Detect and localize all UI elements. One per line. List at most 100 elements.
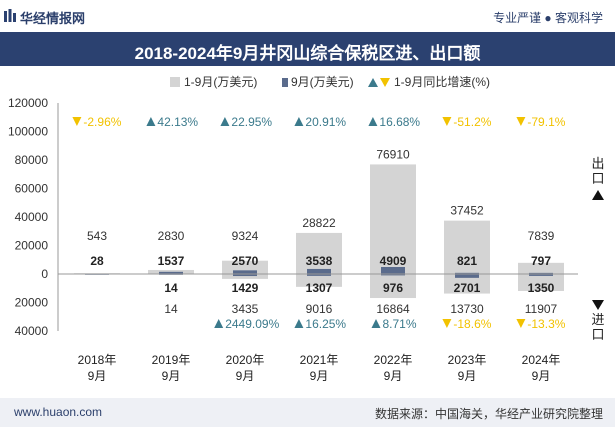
import-cumulative-value-label: 16864 <box>376 302 410 316</box>
export-cumulative-value-label: 543 <box>87 229 107 243</box>
export-growth-label: 16.68% <box>379 115 420 129</box>
x-category-label: 2020年 <box>226 353 265 367</box>
brand-name: 华经情报网 <box>20 8 85 27</box>
export-cumulative-value-label: 7839 <box>528 229 555 243</box>
data-source: 数据来源：中国海关，华经产业研究院整理 <box>375 405 603 422</box>
import-growth-down-triangle-icon <box>516 319 525 328</box>
x-category-label: 9月 <box>532 369 551 383</box>
legend-swatch-month <box>282 78 288 87</box>
export-growth-up-triangle-icon <box>146 117 155 126</box>
import-down-arrow-icon <box>592 300 604 310</box>
import-growth-up-triangle-icon <box>214 319 223 328</box>
export-month-value-label: 1537 <box>158 254 185 268</box>
export-month-value-label: 821 <box>457 254 477 268</box>
legend-label-growth: 1-9月同比增速(%) <box>394 75 490 89</box>
y-tick-label: 20000 <box>15 239 49 253</box>
legend-swatch-cumulative <box>170 77 180 87</box>
x-category-label: 2024年 <box>522 353 561 367</box>
export-growth-label: -2.96% <box>83 115 121 129</box>
x-category-label: 9月 <box>162 369 181 383</box>
export-growth-up-triangle-icon <box>368 117 377 126</box>
import-cumulative-value-label: 14 <box>164 302 178 316</box>
import-growth-label: 2449.09% <box>225 317 279 331</box>
export-growth-label: 42.13% <box>157 115 198 129</box>
export-growth-up-triangle-icon <box>220 117 229 126</box>
legend-up-triangle-icon <box>368 78 378 87</box>
side-label-export-char: 出 <box>591 156 604 171</box>
export-month-value-label: 797 <box>531 254 551 268</box>
x-category-label: 9月 <box>384 369 403 383</box>
import-cumulative-value-label: 13730 <box>450 302 484 316</box>
export-month-value-label: 28 <box>90 254 104 268</box>
y-tick-label: 100000 <box>8 125 48 139</box>
page: 华经情报网 专业严谨 ● 客观科学 2018-2024年9月井冈山综合保税区进、… <box>0 0 615 427</box>
x-category-label: 9月 <box>236 369 255 383</box>
title-bar: 2018-2024年9月井冈山综合保税区进、出口额 <box>0 32 615 66</box>
import-growth-label: -18.6% <box>453 317 491 331</box>
import-growth-up-triangle-icon <box>372 319 381 328</box>
x-category-label: 9月 <box>310 369 329 383</box>
brand-logo-icon <box>4 9 16 23</box>
export-month-bar <box>307 269 331 274</box>
export-cumulative-value-label: 2830 <box>158 229 185 243</box>
y-tick-label: 120000 <box>8 96 48 110</box>
legend-label-month: 9月(万美元) <box>291 75 354 89</box>
side-label-import-char: 口 <box>591 327 604 342</box>
export-growth-down-triangle-icon <box>516 117 525 126</box>
export-month-value-label: 4909 <box>380 254 407 268</box>
export-growth-down-triangle-icon <box>72 117 81 126</box>
import-cumulative-value-label: 3435 <box>232 302 259 316</box>
x-category-label: 2023年 <box>448 353 487 367</box>
export-cumulative-value-label: 37452 <box>450 204 484 218</box>
tagline: 专业严谨 ● 客观科学 <box>493 9 603 26</box>
top-bar: 华经情报网 专业严谨 ● 客观科学 <box>0 0 615 32</box>
export-growth-label: 20.91% <box>305 115 346 129</box>
x-category-label: 2022年 <box>374 353 413 367</box>
import-month-value-label: 1350 <box>528 281 555 295</box>
export-up-arrow-icon <box>592 190 604 200</box>
export-growth-up-triangle-icon <box>294 117 303 126</box>
import-growth-label: 16.25% <box>305 317 346 331</box>
y-tick-label: 80000 <box>15 153 49 167</box>
footer-url: www.huaon.com <box>14 405 102 419</box>
import-month-value-label: 976 <box>383 281 403 295</box>
side-label-import-char: 进 <box>591 312 604 327</box>
x-category-label: 2019年 <box>152 353 191 367</box>
y-tick-label: 40000 <box>15 210 49 224</box>
export-cumulative-value-label: 28822 <box>302 216 336 230</box>
export-cumulative-value-label: 9324 <box>232 229 259 243</box>
import-month-bar <box>455 274 479 278</box>
side-label-export-char: 口 <box>591 171 604 186</box>
export-growth-label: 22.95% <box>231 115 272 129</box>
import-growth-label: -13.3% <box>527 317 565 331</box>
import-cumulative-value-label: 9016 <box>306 302 333 316</box>
export-month-bar <box>233 270 257 274</box>
legend-down-triangle-icon <box>380 78 390 87</box>
export-month-value-label: 3538 <box>306 254 333 268</box>
footer: www.huaon.com 数据来源：中国海关，华经产业研究院整理 <box>0 398 615 427</box>
export-month-value-label: 2570 <box>232 254 259 268</box>
import-month-value-label: 1307 <box>306 281 333 295</box>
chart: 1-9月(万美元) 9月(万美元) 1-9月同比增速(%) 120000 100000 8… <box>0 66 615 398</box>
import-growth-down-triangle-icon <box>442 319 451 328</box>
import-month-value-label: 1429 <box>232 281 259 295</box>
y-tick-label: 0 <box>41 267 48 281</box>
chart-title: 2018-2024年9月井冈山综合保税区进、出口额 <box>0 39 615 64</box>
x-category-label: 9月 <box>458 369 477 383</box>
y-tick-label: 60000 <box>15 182 49 196</box>
export-growth-label: -79.1% <box>527 115 565 129</box>
export-growth-label: -51.2% <box>453 115 491 129</box>
import-month-value-label: 14 <box>164 281 178 295</box>
x-category-label: 2018年 <box>78 353 117 367</box>
import-month-value-label: 2701 <box>454 281 481 295</box>
y-tick-label: 40000 <box>15 324 49 338</box>
x-category-label: 2021年 <box>300 353 339 367</box>
legend-label-cumulative: 1-9月(万美元) <box>184 75 257 89</box>
y-tick-label: 20000 <box>15 296 49 310</box>
import-growth-label: 8.71% <box>383 317 417 331</box>
import-growth-up-triangle-icon <box>294 319 303 328</box>
export-cumulative-value-label: 76910 <box>376 147 410 161</box>
x-category-label: 9月 <box>88 369 107 383</box>
export-growth-down-triangle-icon <box>442 117 451 126</box>
import-cumulative-value-label: 11907 <box>525 302 558 316</box>
